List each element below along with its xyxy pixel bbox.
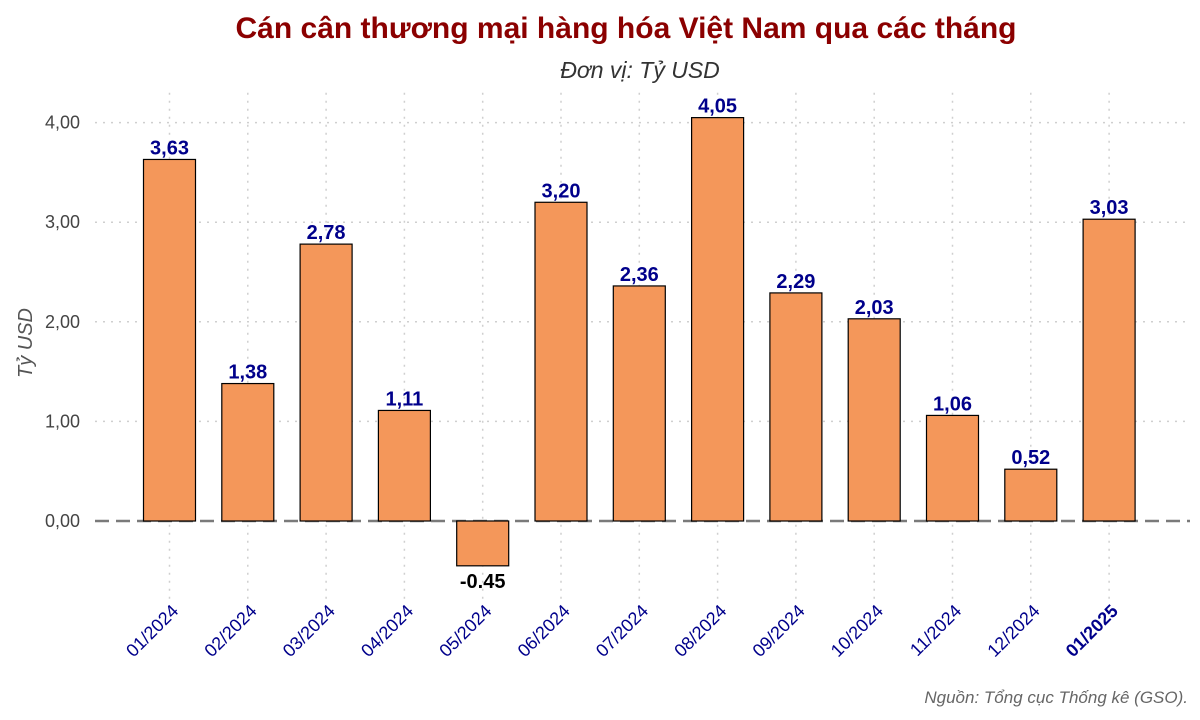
value-label: 2,36 xyxy=(620,264,659,286)
x-tick-label: 01/2025 xyxy=(1062,601,1122,661)
x-tick-label: 07/2024 xyxy=(592,601,652,661)
value-label: -0.45 xyxy=(460,571,506,593)
bar xyxy=(612,285,666,522)
x-tick-label: 01/2024 xyxy=(122,601,182,661)
x-tick-label: 03/2024 xyxy=(279,601,339,661)
value-label: 4,05 xyxy=(698,96,737,118)
value-label: 2,03 xyxy=(855,297,894,319)
bars xyxy=(142,117,1136,567)
value-label: 1,11 xyxy=(385,388,423,410)
bar xyxy=(690,117,745,522)
x-tick-label: 02/2024 xyxy=(200,601,260,661)
bar xyxy=(534,201,588,522)
bar xyxy=(925,414,980,522)
x-tick-label: 12/2024 xyxy=(983,601,1043,661)
x-tick-label: 11/2024 xyxy=(906,601,965,660)
x-tick-label: 08/2024 xyxy=(670,601,730,661)
x-tick-label: 04/2024 xyxy=(357,601,417,661)
bar xyxy=(847,318,901,522)
bar xyxy=(299,243,353,522)
value-label: 3,63 xyxy=(150,137,189,159)
bar xyxy=(1004,468,1058,522)
y-axis-ticks: 0,00 1,00 2,00 3,00 4,00 xyxy=(45,113,80,531)
bar xyxy=(769,292,823,522)
value-label: 0,52 xyxy=(1011,447,1050,469)
x-tick-label: 06/2024 xyxy=(514,601,574,661)
value-label: 2,78 xyxy=(307,222,346,244)
x-tick-label: 10/2024 xyxy=(827,601,887,661)
y-tick-label: 4,00 xyxy=(45,113,80,133)
value-label: 1,06 xyxy=(933,393,972,415)
bar xyxy=(142,158,197,522)
bar xyxy=(221,382,275,522)
bar xyxy=(456,520,510,567)
value-label: 3,03 xyxy=(1090,197,1129,219)
bar xyxy=(1082,218,1136,522)
y-tick-label: 0,00 xyxy=(45,511,80,531)
y-tick-label: 2,00 xyxy=(45,312,80,332)
source-note: Nguồn: Tổng cục Thống kê (GSO). xyxy=(924,688,1188,707)
chart-title: Cán cân thương mại hàng hóa Việt Nam qua… xyxy=(236,12,1017,45)
chart-subtitle: Đơn vị: Tỷ USD xyxy=(560,57,720,83)
x-tick-label: 09/2024 xyxy=(749,601,809,661)
x-axis-ticks: 01/2024 02/2024 03/2024 04/2024 05/2024 06/20… xyxy=(122,601,1122,661)
value-labels: 3,63 1,38 2,78 1,11 -0.45 3,20 2,36 4,05 2,29 2,0… xyxy=(150,96,1129,593)
y-axis-label: Tỷ USD xyxy=(15,308,37,378)
value-label: 1,38 xyxy=(228,362,267,384)
value-label: 3,20 xyxy=(542,180,581,202)
x-tick-label: 05/2024 xyxy=(435,601,495,661)
value-label: 2,29 xyxy=(776,271,815,293)
bar xyxy=(377,409,431,522)
y-tick-label: 1,00 xyxy=(45,411,80,431)
y-tick-label: 3,00 xyxy=(45,212,80,232)
grid-lines xyxy=(95,92,1190,600)
